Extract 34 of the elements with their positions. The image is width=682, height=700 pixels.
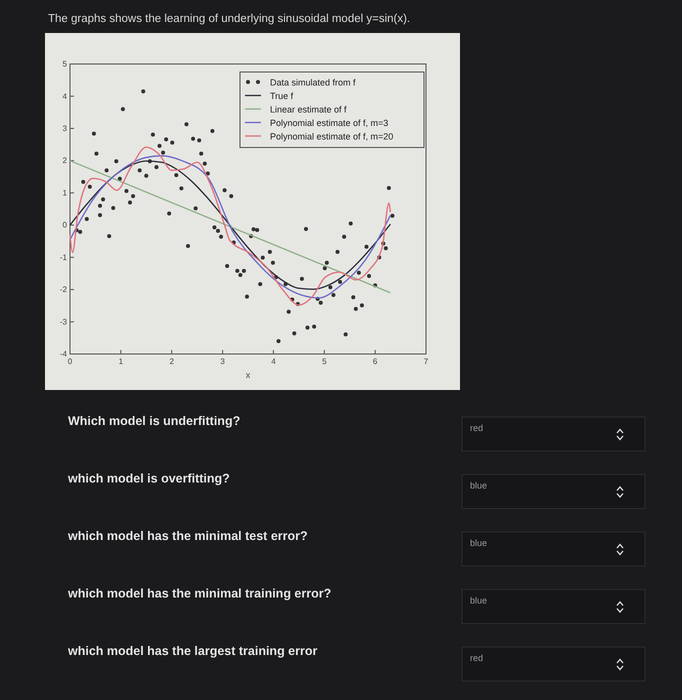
text: which model has the minimal training error? bbox=[67, 586, 332, 600]
text: red bbox=[470, 423, 484, 433]
y-tick-label: -3 bbox=[60, 317, 68, 326]
y-tick-label: 3 bbox=[62, 124, 68, 134]
x-axis-title: x bbox=[246, 370, 251, 380]
y-tick-label: 2 bbox=[62, 156, 68, 166]
x-tick-label: 4 bbox=[271, 357, 276, 366]
text: red bbox=[470, 653, 484, 663]
legend-label: True f bbox=[270, 91, 294, 101]
y-tick-label: 5 bbox=[62, 60, 68, 69]
legend-label: Data simulated from f bbox=[270, 78, 356, 88]
legend-label: Polynomial estimate of f, m=20 bbox=[270, 132, 394, 142]
y-tick-label: 4 bbox=[62, 92, 68, 101]
text: blue bbox=[470, 596, 488, 606]
text: blue bbox=[470, 480, 488, 490]
x-tick-label: 1 bbox=[118, 357, 124, 366]
text: blue bbox=[470, 538, 488, 548]
x-tick-label: 5 bbox=[322, 357, 328, 366]
y-tick-label: -4 bbox=[60, 350, 68, 359]
x-tick-label: 7 bbox=[424, 357, 429, 366]
y-tick-label: 0 bbox=[62, 220, 68, 230]
y-tick-label: -1 bbox=[60, 252, 68, 262]
text: which model is overfitting? bbox=[67, 472, 230, 486]
legend-label: Polynomial estimate of f, m=3 bbox=[270, 118, 388, 128]
text: which model has the largest training error bbox=[67, 644, 318, 658]
text: which model has the minimal test error? bbox=[67, 529, 308, 543]
legend-label: Linear estimate of f bbox=[270, 104, 348, 114]
x-tick-label: 6 bbox=[372, 357, 378, 366]
y-tick-label: -2 bbox=[60, 285, 68, 294]
x-tick-label: 3 bbox=[220, 357, 226, 366]
x-tick-label: 2 bbox=[169, 357, 174, 366]
text: Which model is underfitting? bbox=[68, 414, 240, 428]
y-tick-label: 1 bbox=[62, 188, 68, 198]
chart-title: The graphs shows the learning of underlying sinusoidal model y=sin(x). bbox=[48, 13, 410, 25]
